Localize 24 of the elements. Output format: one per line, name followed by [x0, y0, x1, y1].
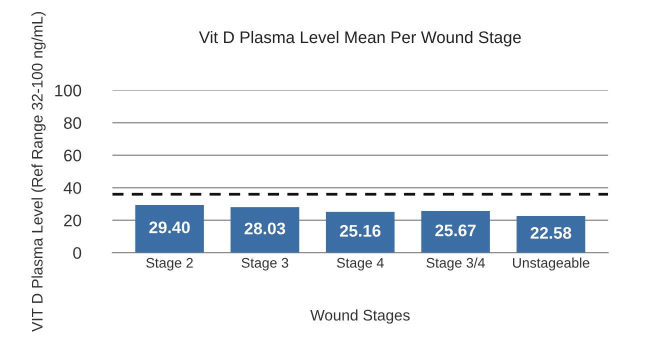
x-tick-label: Stage 3 [242, 258, 288, 271]
bar [135, 204, 204, 253]
y-tick-label: 80 [64, 117, 82, 129]
x-tick-label: Stage 4 [336, 258, 384, 271]
data-label: 25.67 [435, 224, 476, 236]
bar [516, 216, 586, 253]
data-label: 22.58 [530, 227, 572, 239]
bar [421, 211, 490, 253]
data-label: 29.40 [149, 221, 190, 234]
bar [230, 207, 300, 253]
y-tick-label: 20 [64, 214, 82, 226]
x-tick-label: Stage 2 [146, 258, 193, 271]
x-tick-label: Stage 3/4 [426, 258, 485, 271]
y-axis-title: VIT D Plasma Level (Ref Range 32-100 ng/mL) [31, 12, 46, 332]
y-tick-label: 40 [64, 182, 82, 194]
y-tick-label: 0 [73, 247, 82, 259]
y-tick-label: 60 [64, 150, 82, 162]
data-label: 25.16 [340, 224, 380, 237]
y-tick-label: 100 [55, 84, 82, 96]
data-label: 28.03 [244, 222, 286, 234]
x-tick-label: Unstageable [513, 258, 590, 271]
chart-title: Vit D Plasma Level Mean Per Wound Stage [198, 30, 521, 46]
bar [326, 212, 395, 253]
x-axis-title: Wound Stages [310, 309, 410, 324]
